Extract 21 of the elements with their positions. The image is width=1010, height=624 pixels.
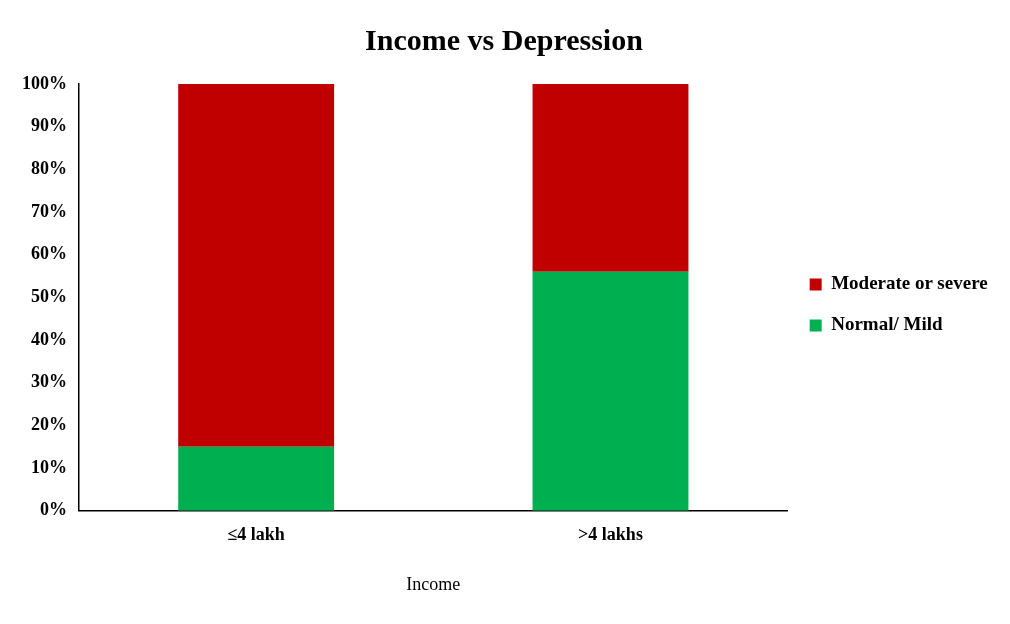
y-tick-label: 30% bbox=[31, 371, 67, 392]
legend-label: Moderate or severe bbox=[831, 272, 988, 294]
x-tick-label: >4 lakhs bbox=[578, 524, 643, 545]
y-tick-label: 40% bbox=[31, 328, 67, 349]
legend-label: Normal/ Mild bbox=[831, 313, 943, 335]
y-tick-label: 70% bbox=[31, 200, 67, 221]
bar bbox=[532, 84, 689, 272]
bar bbox=[178, 446, 335, 511]
y-tick-label: 100% bbox=[22, 72, 67, 93]
y-tick-label: 90% bbox=[31, 115, 67, 136]
y-tick-label: 0% bbox=[40, 499, 67, 520]
bar bbox=[178, 84, 335, 447]
y-tick-label: 60% bbox=[31, 243, 67, 264]
x-axis-title: Income bbox=[406, 573, 461, 594]
y-tick-label: 10% bbox=[31, 456, 67, 477]
y-tick-label: 20% bbox=[31, 414, 67, 435]
y-tick-label: 80% bbox=[31, 158, 67, 179]
y-tick-label: 50% bbox=[31, 286, 67, 307]
x-tick-label: ≤4 lakh bbox=[227, 524, 285, 545]
bar bbox=[532, 271, 689, 511]
chart-title: Income vs Depression bbox=[365, 22, 644, 56]
